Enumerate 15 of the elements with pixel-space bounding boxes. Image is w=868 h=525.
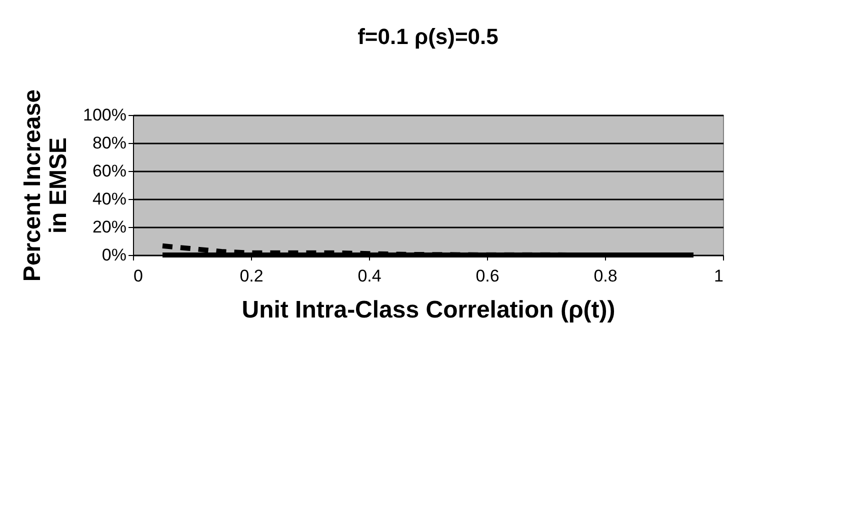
x-tick-label: 0.8: [594, 266, 618, 286]
x-tick-label: 0.2: [240, 266, 264, 286]
x-tick-label: 0.6: [476, 266, 500, 286]
x-tick-label: 1: [714, 266, 724, 286]
y-tick-label: 80%: [92, 134, 126, 152]
y-tick-label: 40%: [92, 190, 126, 208]
x-axis-title: Unit Intra-Class Correlation (ρ(t)): [242, 296, 616, 324]
y-tick-label: 100%: [83, 106, 126, 124]
x-tick-label: 0.4: [358, 266, 382, 286]
y-axis-title: Percent Increase in EMSE: [19, 89, 72, 282]
x-tick-label: 0: [134, 266, 143, 286]
y-tick-label: 60%: [92, 162, 126, 180]
y-tick-label: 0%: [102, 246, 126, 264]
y-tick-label: 20%: [92, 218, 126, 236]
chart-title: f=0.1 ρ(s)=0.5: [358, 24, 498, 49]
